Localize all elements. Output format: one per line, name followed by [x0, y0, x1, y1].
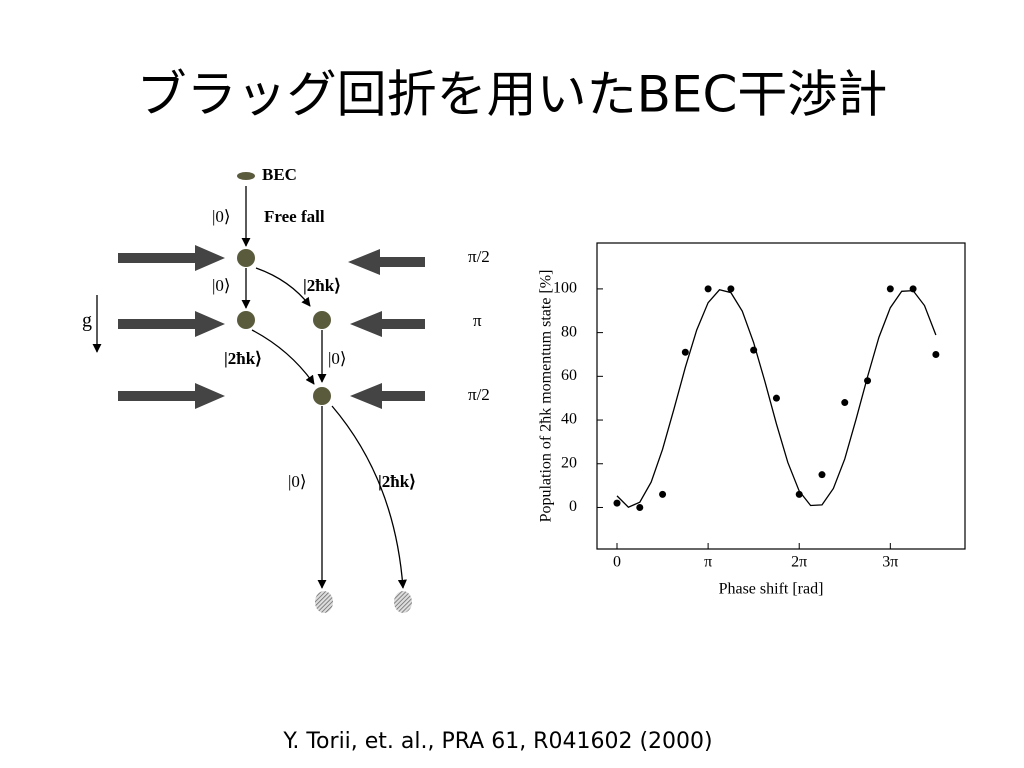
y-tick-label: 60: [561, 367, 577, 384]
diagram-label: π: [473, 311, 482, 330]
diagram-label: |2ħk⟩: [378, 472, 416, 491]
diagram-label: |2ħk⟩: [224, 349, 262, 368]
path-arrow: [251, 329, 315, 385]
x-tick-label: 0: [613, 554, 621, 571]
diagram-label: |2ħk⟩: [303, 276, 341, 295]
data-point: [886, 285, 894, 293]
data-point: [932, 350, 940, 358]
chart: Population of 2ħk momentum state [%] Pha…: [538, 242, 966, 598]
atom-cloud: [237, 311, 255, 329]
diagram-label: |0⟩: [288, 472, 307, 491]
data-point: [659, 490, 667, 498]
diagram-label: |0⟩: [212, 276, 231, 295]
fit-curve: [616, 289, 937, 509]
diagram-label: π/2: [468, 247, 490, 266]
diagram-labels: BEC |0⟩ Free fall π/2 |0⟩ |2ħk⟩ g π |2ħk…: [82, 165, 490, 491]
x-tick-label: π: [704, 554, 712, 571]
diagram-label: |0⟩: [212, 207, 231, 226]
data-point: [727, 285, 735, 293]
data-point: [818, 471, 826, 479]
data-point: [704, 285, 712, 293]
output-cloud: [315, 591, 333, 613]
data-point: [613, 499, 621, 507]
x-axis-label: Phase shift [rad]: [719, 581, 824, 598]
diagram-label: |0⟩: [328, 349, 347, 368]
diagram: [92, 172, 425, 613]
atom-cloud: [313, 311, 331, 329]
x-tick-label: 3π: [882, 554, 898, 571]
data-point: [636, 503, 644, 511]
slide-title: ブラッグ回折を用いたBEC干渉計: [137, 66, 888, 124]
y-tick-label: 80: [561, 323, 577, 340]
diagram-label: π/2: [468, 385, 490, 404]
y-axis-label: Population of 2ħk momentum state [%]: [538, 270, 555, 523]
output-cloud: [394, 591, 412, 613]
y-tick-label: 0: [569, 498, 577, 515]
data-point: [681, 348, 689, 356]
y-tick-label: 40: [561, 411, 577, 428]
y-tick-label: 20: [561, 454, 577, 471]
diagram-label: Free fall: [264, 207, 325, 226]
atom-cloud: [313, 387, 331, 405]
citation: Y. Torii, et. al., PRA 61, R041602 (2000…: [282, 729, 712, 754]
x-tick-label: 2π: [791, 554, 807, 571]
data-point: [841, 399, 849, 407]
bec-cloud: [237, 172, 255, 180]
laser-arrows: [118, 245, 425, 409]
atom-cloud: [237, 249, 255, 267]
plot-frame: [596, 242, 966, 550]
data-point: [772, 394, 780, 402]
y-tick-label: 100: [553, 280, 577, 297]
diagram-label: BEC: [262, 165, 297, 184]
path-arrow: [331, 405, 407, 589]
path-arrow: [255, 267, 311, 307]
diagram-label: g: [82, 310, 92, 332]
